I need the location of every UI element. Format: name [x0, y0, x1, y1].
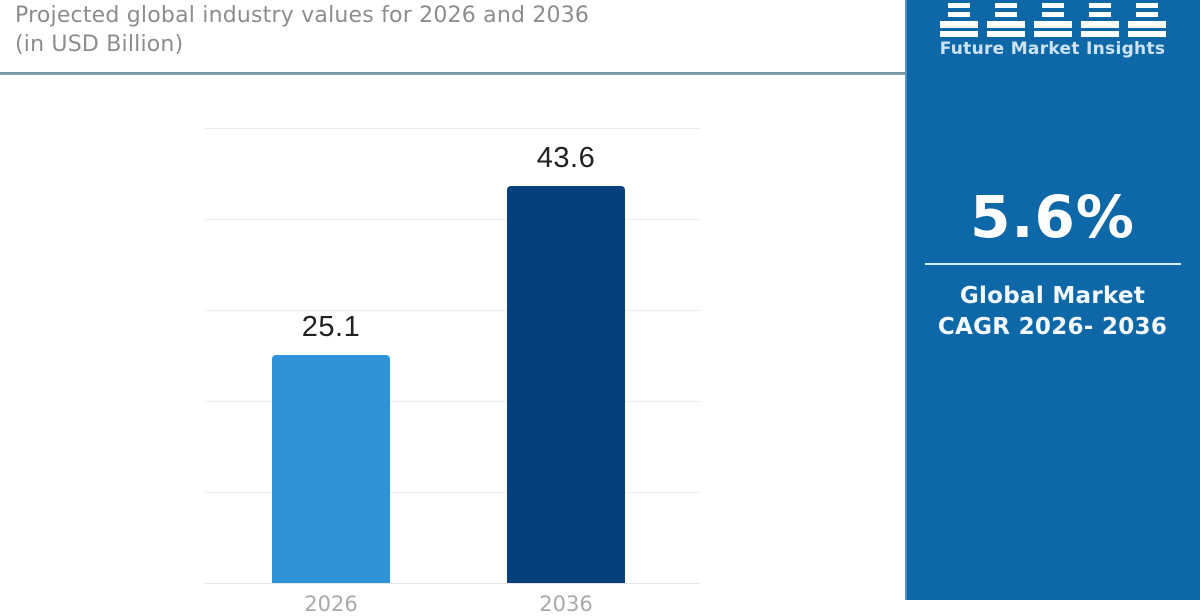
gridline: [205, 401, 700, 402]
x-axis-label: 2036: [539, 592, 593, 616]
gridline: [205, 219, 700, 220]
chart-title: Projected global industry values for 202…: [15, 1, 589, 59]
cagr-separator: [925, 263, 1181, 265]
logo-pillar-icon: [1127, 0, 1166, 37]
future-market-insights-logo-icon: [939, 0, 1166, 37]
cagr-value: 5.6%: [970, 183, 1135, 251]
bar-group-2026: 25.1 2026: [272, 311, 390, 616]
chart-area: Projected global industry values for 202…: [0, 1, 905, 616]
logo-pillar-icon: [986, 0, 1025, 37]
bar-value-label: 25.1: [301, 311, 361, 343]
chart-title-line1: Projected global industry values for 202…: [15, 3, 590, 28]
logo-pillar-icon: [939, 0, 978, 37]
gridline: [205, 492, 700, 493]
bar-2026: [272, 355, 390, 583]
gridline: [205, 583, 700, 584]
bar-group-2036: 43.6 2036: [507, 142, 625, 616]
chart-title-line2: (in USD Billion): [15, 32, 184, 57]
cagr-caption: Global Market CAGR 2026- 2036: [905, 281, 1200, 343]
bar-value-label: 43.6: [536, 142, 596, 174]
logo-pillar-icon: [1080, 0, 1119, 37]
brand-panel: Future Market Insights 5.6% Global Marke…: [905, 0, 1200, 600]
cagr-caption-line2: CAGR 2026- 2036: [937, 314, 1168, 340]
gridline: [205, 128, 700, 129]
brand-name: Future Market Insights: [939, 39, 1166, 59]
cagr-caption-line1: Global Market: [959, 283, 1146, 309]
bar-chart-plot: 25.1 2026 43.6 2036: [205, 128, 700, 616]
gridline: [205, 310, 700, 311]
x-axis-label: 2026: [304, 592, 358, 616]
title-separator: [0, 72, 905, 75]
logo-pillar-icon: [1033, 0, 1072, 37]
bar-2036: [507, 186, 625, 583]
